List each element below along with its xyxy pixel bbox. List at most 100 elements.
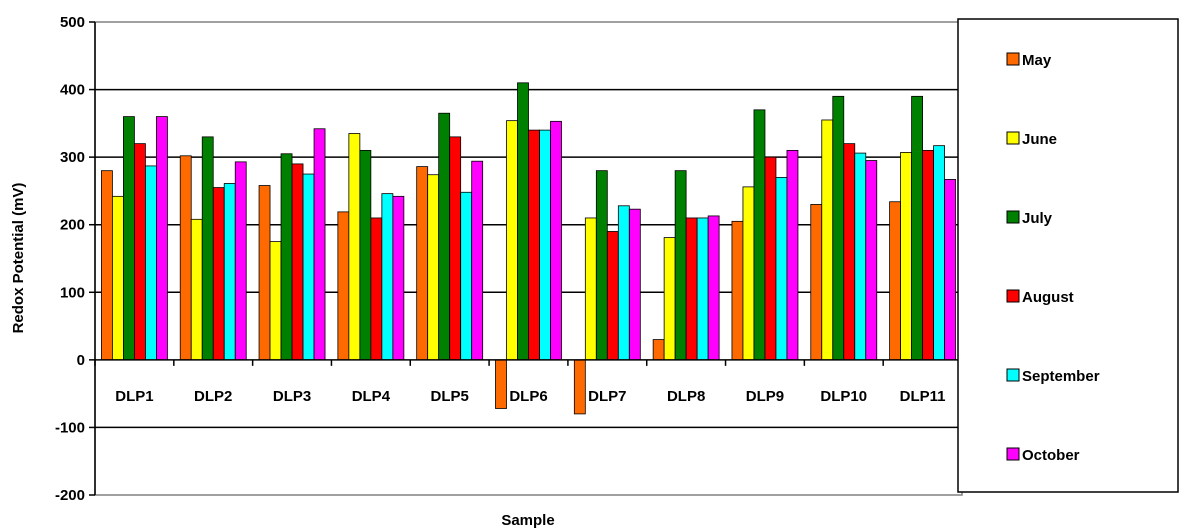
bar — [517, 82, 529, 361]
legend: May June July August September October — [1006, 52, 1100, 464]
bar — [392, 195, 405, 361]
y-axis-title: Redox Potential (mV) — [10, 183, 27, 334]
bar — [370, 217, 383, 361]
bar — [731, 220, 744, 361]
bar — [201, 136, 214, 361]
bar — [359, 149, 372, 361]
legend-swatch — [1006, 289, 1020, 303]
bar — [348, 133, 361, 361]
bar — [212, 187, 225, 361]
bar — [628, 208, 641, 361]
legend-label: October — [1022, 447, 1080, 464]
y-tick-label: 400 — [60, 82, 85, 99]
category-label: DLP6 — [509, 388, 547, 405]
category-label: DLP7 — [588, 388, 626, 405]
bar — [550, 120, 562, 361]
bar — [652, 339, 665, 361]
category-label: DLP9 — [746, 388, 784, 405]
legend-box — [957, 18, 1179, 493]
bar — [696, 217, 709, 361]
bar — [865, 160, 878, 361]
y-tick-label: 200 — [60, 217, 85, 234]
legend-swatch — [1006, 52, 1020, 66]
bar — [617, 205, 630, 361]
bar — [832, 95, 845, 361]
legend-label: May — [1022, 52, 1052, 69]
bars — [101, 82, 956, 415]
bar — [539, 129, 551, 361]
bar — [134, 143, 146, 361]
bar — [190, 218, 203, 361]
y-tick-label: -200 — [55, 487, 85, 504]
bar — [438, 112, 451, 361]
bar — [854, 152, 867, 361]
legend-label: June — [1022, 131, 1057, 148]
bar — [495, 359, 507, 409]
bar — [123, 116, 135, 361]
bar — [889, 201, 901, 361]
legend-swatch — [1006, 131, 1020, 145]
y-tick-label: -100 — [55, 419, 85, 436]
legend-swatch — [1006, 447, 1020, 461]
bar — [460, 191, 473, 361]
y-tick-label: 300 — [60, 149, 85, 166]
y-tick-label: 0 — [77, 352, 85, 369]
category-label: DLP10 — [820, 388, 867, 405]
bar — [786, 149, 799, 361]
bar — [449, 136, 462, 361]
legend-label: July — [1022, 210, 1053, 227]
bar — [595, 170, 608, 361]
category-label: DLP11 — [900, 388, 946, 405]
category-labels: DLP1 DLP2 DLP3 DLP4 DLP5 DLP6 DLP7 DLP8 DLP9 DLP1… — [94, 359, 946, 405]
bar — [112, 195, 124, 361]
bar — [156, 116, 168, 361]
bar — [810, 204, 823, 361]
bar — [471, 160, 484, 361]
bar — [258, 185, 271, 361]
category-label: DLP1 — [115, 388, 153, 405]
bar — [416, 166, 429, 361]
bar — [606, 231, 619, 361]
bar — [528, 129, 540, 361]
y-tick-label: 100 — [60, 284, 85, 301]
bar — [663, 237, 676, 361]
bar — [381, 193, 394, 361]
bar — [573, 359, 586, 415]
bar — [900, 152, 912, 361]
legend-label: August — [1022, 289, 1074, 306]
bar — [933, 145, 945, 361]
bar — [280, 153, 293, 361]
x-axis-title: Sample — [501, 512, 554, 529]
category-label: DLP8 — [667, 388, 705, 405]
bar — [707, 215, 720, 361]
category-label: DLP4 — [352, 388, 391, 405]
bar — [506, 120, 518, 361]
bar — [843, 143, 856, 361]
bar — [944, 179, 956, 361]
y-tick-label: 500 — [60, 14, 85, 31]
bar — [145, 165, 157, 361]
bar — [427, 174, 440, 361]
bar — [674, 170, 687, 361]
bar — [223, 183, 236, 361]
bar — [101, 170, 113, 361]
legend-swatch — [1006, 210, 1020, 224]
bar — [337, 211, 350, 361]
category-label: DLP5 — [431, 388, 469, 405]
legend-label: September — [1022, 368, 1100, 385]
bar — [313, 128, 326, 361]
category-label: DLP3 — [273, 388, 311, 405]
bar — [302, 173, 315, 361]
bar — [764, 156, 777, 361]
bar — [821, 119, 834, 361]
category-label: DLP2 — [194, 388, 232, 405]
bar — [584, 217, 597, 361]
bar — [291, 163, 304, 361]
bar — [179, 155, 192, 361]
bar — [742, 186, 755, 361]
bar — [911, 95, 923, 361]
bar — [685, 217, 698, 361]
bar — [234, 161, 247, 361]
y-tick-labels: -200 -100 0 100 200 300 400 500 — [55, 14, 96, 504]
bar — [922, 149, 934, 361]
